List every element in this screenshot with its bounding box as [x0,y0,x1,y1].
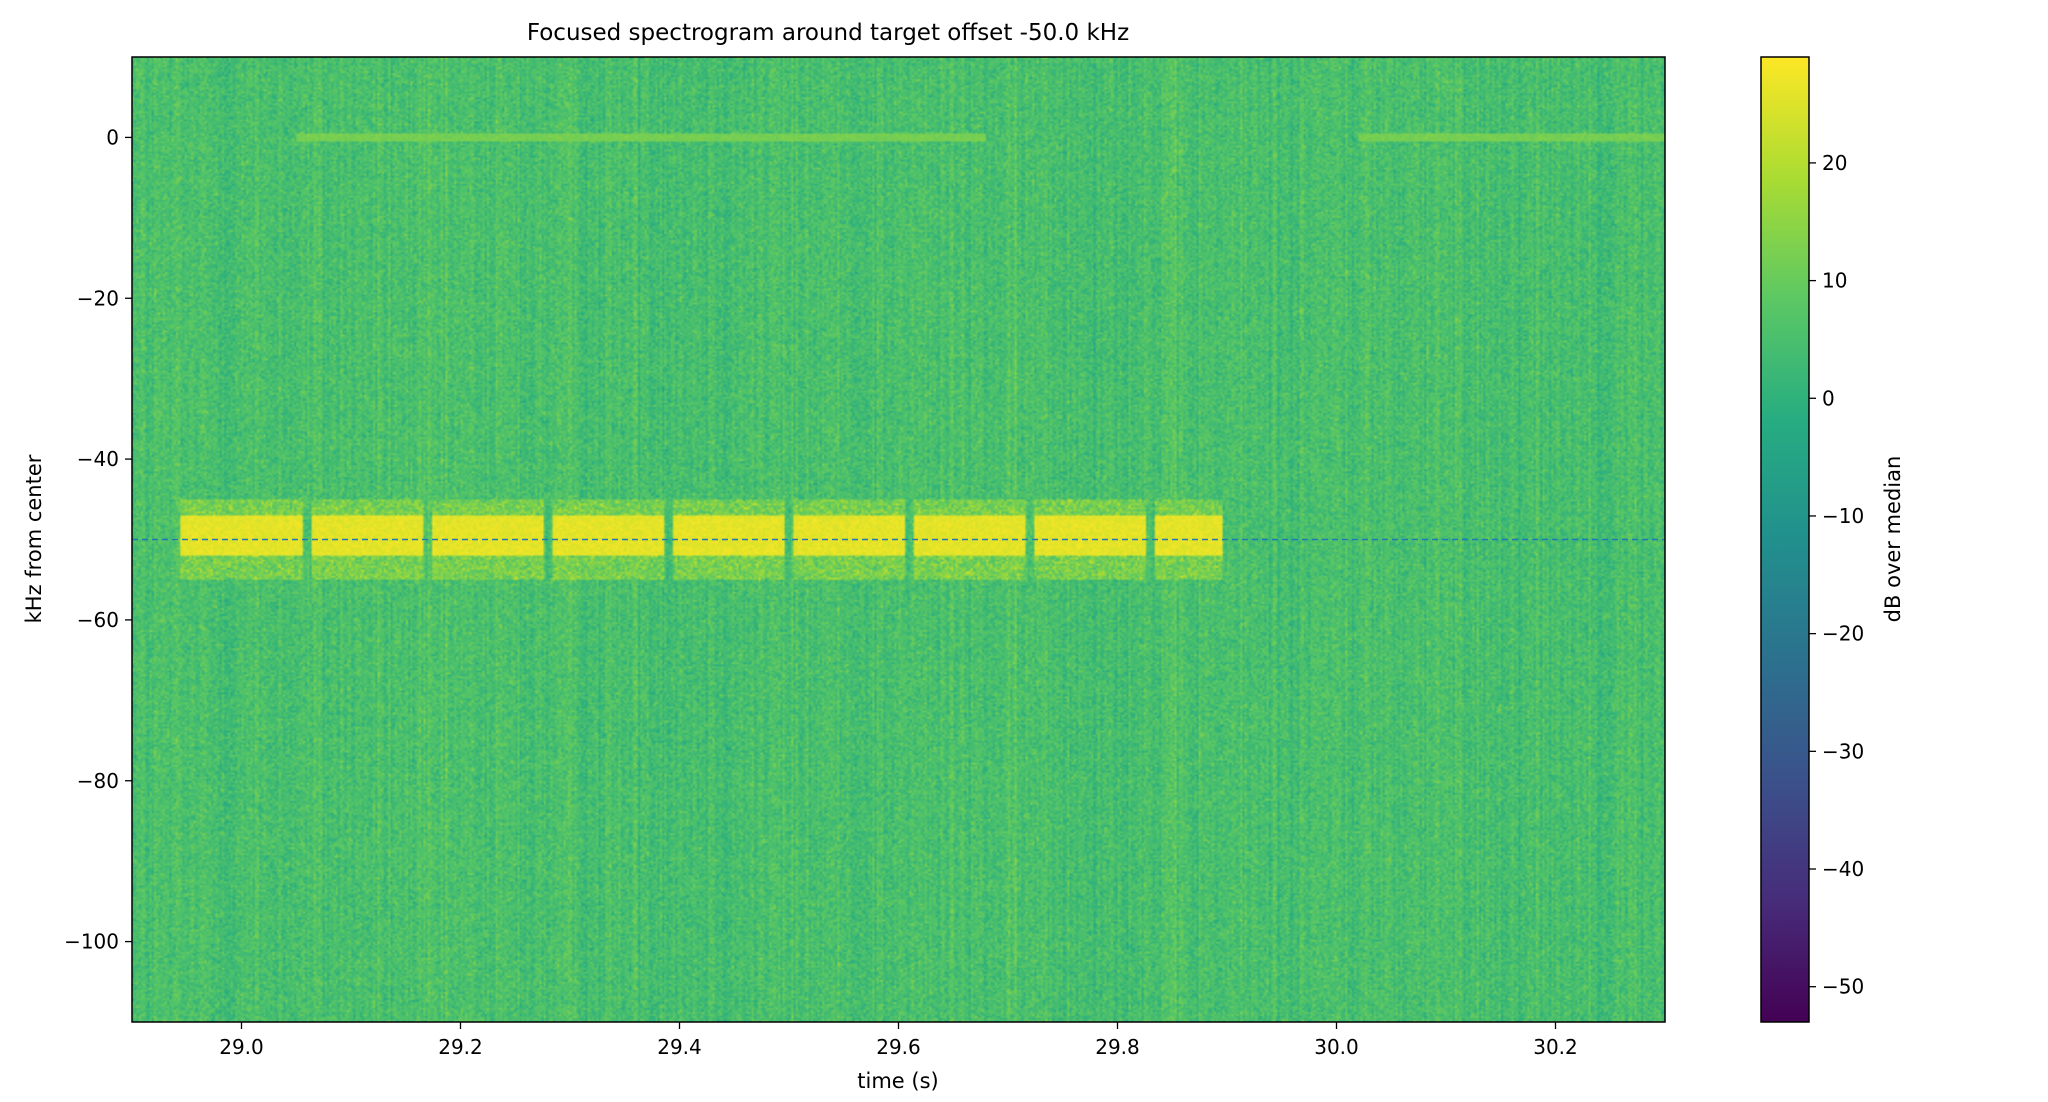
y-axis-label: kHz from center [22,454,46,623]
colorbar-label: dB over median [1881,456,1905,623]
x-tick-label: 30.2 [1533,1035,1578,1059]
y-axis: 0 −20 −40 −60 −80 −100 [64,125,132,954]
x-axis: 29.0 29.2 29.4 29.6 29.8 30.0 30.2 [219,1022,1578,1059]
y-tick-label: −60 [77,608,119,632]
chart-title: Focused spectrogram around target offset… [527,20,1129,46]
plot-area [131,56,1666,1023]
y-tick-label: −20 [77,286,119,310]
x-tick-label: 29.8 [1095,1035,1140,1059]
colorbar-ticks: 20 10 0 −10 −20 −30 −40 −50 [1809,151,1864,999]
y-tick-label: −100 [64,930,119,954]
colorbar-tick-label: 10 [1822,269,1847,293]
colorbar-tick-label: 0 [1822,386,1835,410]
colorbar-tick-label: −30 [1822,739,1864,763]
colorbar-tick-label: −10 [1822,504,1864,528]
colorbar-gradient [1760,56,1810,1023]
x-tick-label: 29.0 [219,1035,264,1059]
colorbar-tick-label: −50 [1822,975,1864,999]
y-tick-label: 0 [106,125,119,149]
x-tick-label: 30.0 [1314,1035,1359,1059]
colorbar-tick-label: 20 [1822,151,1847,175]
x-tick-label: 29.2 [438,1035,483,1059]
y-tick-label: −40 [77,447,119,471]
colorbar-tick-label: −40 [1822,857,1864,881]
x-tick-label: 29.4 [657,1035,702,1059]
x-axis-label: time (s) [857,1069,938,1093]
colorbar-tick-label: −20 [1822,622,1864,646]
colorbar: 20 10 0 −10 −20 −30 −40 −50 dB over median [1760,56,1905,1023]
x-tick-label: 29.6 [876,1035,921,1059]
y-tick-label: −80 [77,769,119,793]
